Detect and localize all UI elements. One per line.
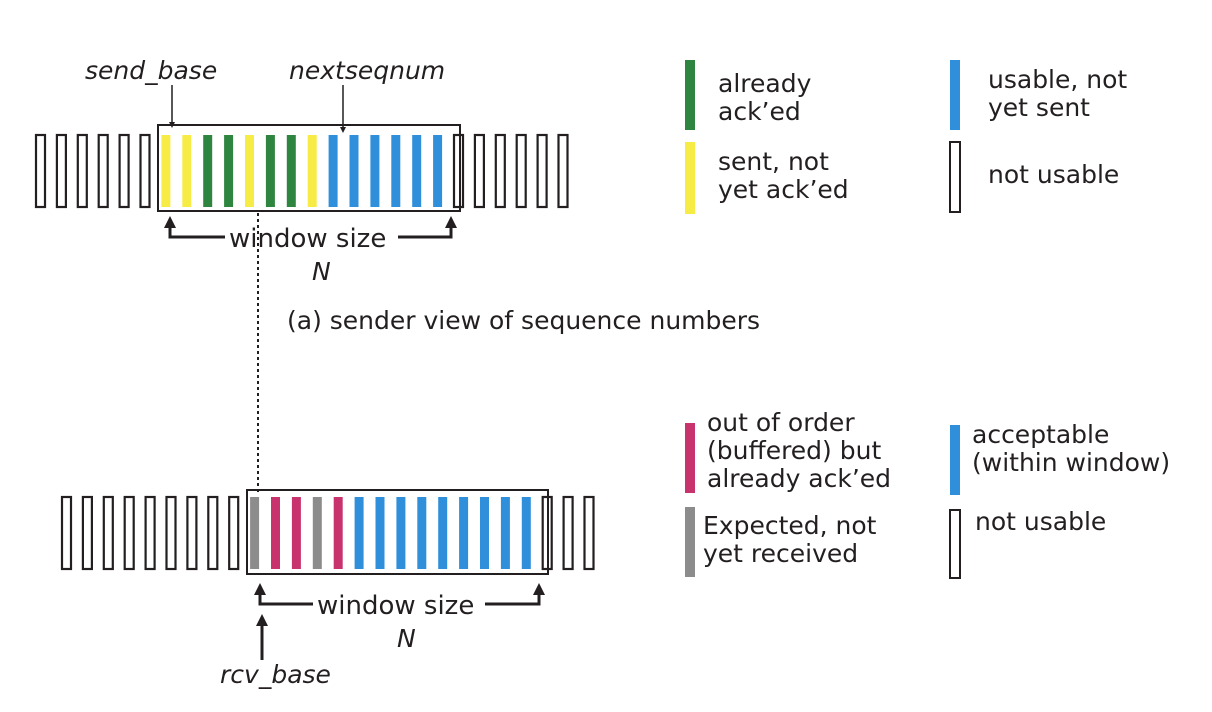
sender-cell-usable xyxy=(370,135,380,207)
receiver-cell-usable xyxy=(417,497,427,569)
receiver-cell-expected xyxy=(250,497,260,569)
legend-swatch-sent-not-acked xyxy=(685,142,695,214)
receiver-cell-usable xyxy=(438,497,448,569)
receiver-window-frame xyxy=(246,489,549,575)
receiver-window-arrow-right xyxy=(485,583,545,606)
legend-swatch-out-of-order xyxy=(685,423,695,493)
sender-cell-usable xyxy=(433,135,443,207)
sender-cell-unusable xyxy=(515,133,527,209)
sender-cell-unusable xyxy=(536,133,548,209)
sender-cell-sent xyxy=(307,135,317,207)
receiver-cell-unusable xyxy=(562,495,574,571)
receiver-cell-unusable xyxy=(81,495,94,571)
receiver-cell-usable xyxy=(354,497,364,569)
receiver-cell-unusable xyxy=(60,495,73,571)
sender-cell-acked xyxy=(265,135,275,207)
receiver-cell-usable xyxy=(500,497,510,569)
rcv-base-label: rcv_base xyxy=(220,660,331,689)
sender-sequence-cells xyxy=(34,133,569,209)
sender-view: send_base nextseqnum window size N (a) s… xyxy=(34,56,760,335)
sender-cell-unusable xyxy=(76,133,88,209)
receiver-cell-unusable xyxy=(165,495,177,571)
legend-swatch-already-acked xyxy=(685,60,695,130)
sender-cell-unusable xyxy=(97,133,109,209)
send-base-label: send_base xyxy=(85,56,217,85)
receiver-view: window size N rcv_base xyxy=(60,489,595,689)
sender-cell-usable xyxy=(391,135,401,207)
sender-cell-unusable xyxy=(452,133,465,209)
receiver-window-size-label: window size xyxy=(317,591,474,621)
legend-swatch-not-usable-sender xyxy=(949,141,961,213)
receiver-cell-buffered xyxy=(291,497,301,569)
legend-swatch-not-usable-receiver xyxy=(949,509,961,579)
receiver-legend: out of order (buffered) but already ack’… xyxy=(685,408,1170,579)
receiver-cell-unusable xyxy=(583,495,595,571)
legend-text-usable-not-sent: usable, not yet sent xyxy=(988,65,1135,122)
receiver-cell-unusable xyxy=(123,495,135,571)
receiver-cell-unusable xyxy=(207,495,219,571)
receiver-cell-unusable xyxy=(186,495,198,571)
sender-n-label: N xyxy=(312,257,331,286)
sender-cell-unusable xyxy=(139,133,151,209)
sender-cell-unusable xyxy=(34,133,47,209)
legend-swatch-expected xyxy=(685,507,695,577)
receiver-cell-usable xyxy=(459,497,469,569)
receiver-cell-buffered xyxy=(333,497,343,569)
legend-text-not-usable-sender: not usable xyxy=(988,160,1119,189)
legend-text-sent-not-acked: sent, not yet ack’ed xyxy=(718,147,849,204)
sender-cell-usable xyxy=(412,135,422,207)
sender-cell-unusable xyxy=(473,133,485,209)
legend-swatch-acceptable xyxy=(950,425,960,495)
receiver-cell-usable xyxy=(375,497,385,569)
legend-text-not-usable-receiver: not usable xyxy=(975,507,1106,536)
receiver-cell-usable xyxy=(396,497,406,569)
sender-window-arrow-left xyxy=(164,216,225,239)
sender-window-size-label: window size xyxy=(229,224,386,254)
legend-text-out-of-order: out of order (buffered) but already ack’… xyxy=(707,408,891,493)
receiver-cell-unusable xyxy=(144,495,156,571)
sender-cell-usable xyxy=(328,135,338,207)
sender-cell-usable xyxy=(349,135,359,207)
sender-cell-acked xyxy=(286,135,296,207)
receiver-sequence-cells xyxy=(60,495,595,571)
sender-cell-unusable xyxy=(557,133,569,209)
receiver-cell-unusable xyxy=(228,495,240,571)
sender-cell-unusable xyxy=(118,133,130,209)
receiver-cell-unusable xyxy=(102,495,114,571)
sender-legend: already ack’ed usable, not yet sent sent… xyxy=(685,60,1135,214)
sender-window-arrow-right xyxy=(398,216,457,239)
sender-cell-unusable xyxy=(494,133,506,209)
receiver-cell-usable xyxy=(480,497,489,569)
receiver-cell-usable xyxy=(521,497,531,569)
sender-cell-acked xyxy=(224,135,234,207)
legend-swatch-usable-not-sent xyxy=(950,60,960,130)
sender-caption: (a) sender view of sequence numbers xyxy=(287,306,760,335)
sender-cell-unusable xyxy=(55,133,68,209)
sender-cell-sent xyxy=(182,135,192,207)
receiver-window-arrow-left xyxy=(254,583,313,606)
legend-text-already-acked: already ack’ed xyxy=(718,69,819,126)
nextseqnum-label: nextseqnum xyxy=(289,56,445,85)
sender-cell-acked xyxy=(203,135,213,207)
sender-cell-sent xyxy=(245,135,254,207)
sender-cell-sent xyxy=(161,135,171,207)
legend-text-expected: Expected, not yet received xyxy=(703,511,884,568)
receiver-cell-buffered xyxy=(271,497,280,569)
receiver-n-label: N xyxy=(397,624,416,653)
receiver-cell-expected xyxy=(312,497,322,569)
legend-text-acceptable: acceptable (within window) xyxy=(972,420,1170,477)
sender-window-frame xyxy=(157,124,461,212)
